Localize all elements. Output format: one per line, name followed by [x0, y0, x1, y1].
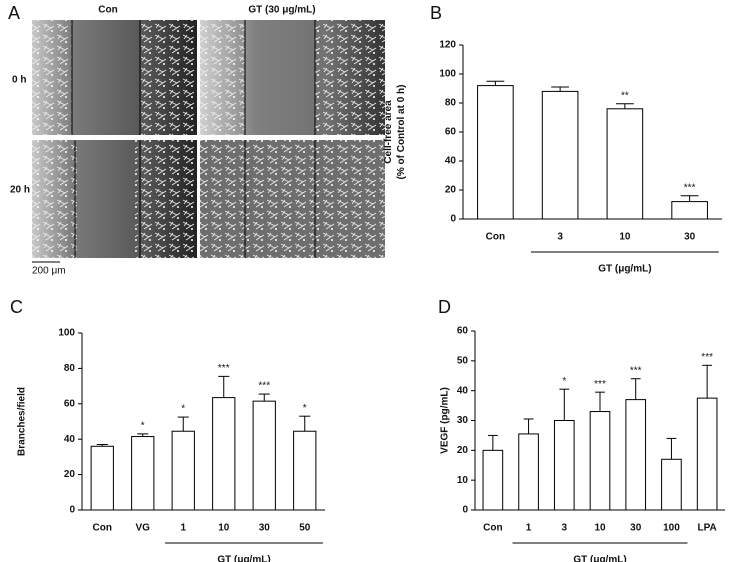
y-tick-label: 80	[445, 98, 457, 109]
y-tick-label: 60	[64, 398, 76, 409]
significance: *	[181, 404, 185, 415]
y-tick-label: 50	[457, 355, 469, 366]
bar	[696, 397, 718, 511]
bar	[625, 399, 647, 511]
y-axis-label: VEGF (pg/mL)	[440, 387, 451, 454]
group-label: GT (μg/mL)	[598, 264, 651, 275]
panel-letter: B	[430, 3, 442, 23]
y-tick-label: 100	[439, 69, 456, 80]
y-tick-label: 80	[64, 363, 76, 374]
y-tick-label: 0	[450, 214, 456, 225]
panel-a: A Con GT (30 μg/mL) 0 h 20 h 200 μm	[8, 3, 385, 277]
cells	[32, 140, 77, 258]
bar	[212, 397, 236, 511]
x-tick-label: Con	[486, 232, 505, 243]
significance: *	[562, 376, 566, 387]
cells	[315, 20, 385, 135]
group-label: GT (μg/mL)	[217, 555, 270, 562]
panel-letter: D	[438, 297, 451, 317]
y-axis-label: Cell-free area	[383, 100, 394, 164]
bar	[171, 430, 195, 511]
y-tick-label: 20	[445, 185, 457, 196]
y-tick-label: 100	[58, 328, 75, 339]
bar	[671, 201, 708, 220]
significance: ***	[218, 363, 230, 374]
column-label: Con	[98, 5, 117, 16]
y-tick-label: 10	[457, 475, 469, 486]
x-tick-label: 30	[684, 232, 696, 243]
significance: **	[621, 90, 629, 101]
bar	[477, 85, 514, 220]
y-tick-label: 20	[64, 469, 76, 480]
significance: ***	[701, 352, 713, 363]
y-axis-label: Branches/field	[17, 387, 28, 456]
bar	[518, 433, 539, 511]
y-tick-label: 40	[445, 156, 457, 167]
cells	[140, 20, 197, 135]
y-tick-label: 120	[439, 40, 456, 51]
significance: ***	[684, 182, 696, 193]
x-tick-label: 50	[299, 523, 311, 534]
x-tick-label: 30	[630, 523, 642, 534]
y-tick-label: 0	[462, 505, 468, 516]
y-tick-label: 20	[457, 445, 469, 456]
x-tick-label: 10	[218, 523, 230, 534]
x-tick-label: 100	[663, 523, 680, 534]
cells	[200, 20, 245, 135]
cells	[135, 140, 197, 258]
scale-label: 200 μm	[32, 266, 66, 277]
panel-letter: C	[10, 297, 23, 317]
bar	[553, 420, 575, 511]
bar	[541, 90, 579, 220]
x-tick-label: 3	[557, 232, 563, 243]
row-label: 20 h	[10, 185, 30, 196]
y-tick-label: 60	[457, 326, 469, 337]
bar	[606, 108, 644, 220]
bar	[293, 430, 317, 511]
group-label: GT (μg/mL)	[573, 555, 626, 562]
x-tick-label: 1	[180, 523, 186, 534]
x-tick-label: 30	[259, 523, 271, 534]
significance: ***	[258, 381, 270, 392]
y-axis-label: (% of Control at 0 h)	[396, 85, 407, 180]
bar	[90, 445, 114, 511]
significance: *	[303, 403, 307, 414]
x-tick-label: 3	[562, 523, 568, 534]
cells	[32, 20, 72, 135]
significance: *	[141, 421, 145, 432]
x-tick-label: VG	[136, 523, 151, 534]
bar	[131, 436, 155, 511]
x-tick-label: Con	[483, 523, 502, 534]
x-tick-label: 10	[594, 523, 606, 534]
bar	[589, 411, 611, 511]
x-tick-label: Con	[93, 523, 112, 534]
y-tick-label: 40	[64, 434, 76, 445]
column-label: GT (30 μg/mL)	[248, 5, 315, 16]
significance: ***	[630, 365, 642, 376]
y-tick-label: 30	[457, 415, 469, 426]
significance: ***	[594, 379, 606, 390]
cells	[200, 140, 385, 258]
y-tick-label: 0	[69, 505, 75, 516]
bar	[252, 400, 276, 511]
x-tick-label: LPA	[698, 523, 717, 534]
y-tick-label: 60	[445, 127, 457, 138]
x-tick-label: 10	[619, 232, 631, 243]
panel-letter: A	[8, 3, 20, 23]
bar	[661, 458, 682, 511]
row-label: 0 h	[12, 75, 26, 86]
x-tick-label: 1	[526, 523, 532, 534]
bar	[482, 449, 504, 511]
y-tick-label: 40	[457, 385, 469, 396]
